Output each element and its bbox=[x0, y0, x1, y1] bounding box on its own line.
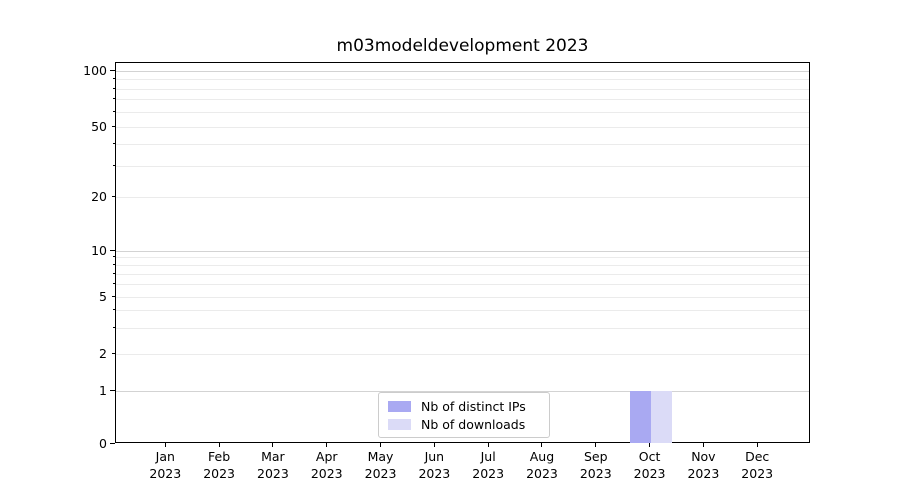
y-tick-2 bbox=[111, 352, 115, 354]
x-tick-label-may: May 2023 bbox=[364, 449, 397, 481]
legend-swatch-downloads bbox=[388, 419, 411, 430]
legend-item-downloads: Nb of downloads bbox=[388, 417, 541, 432]
y-tick-10 bbox=[110, 249, 115, 251]
x-tick-label-oct: Oct 2023 bbox=[633, 449, 666, 481]
y-tick-minor-70 bbox=[113, 98, 115, 100]
x-tick-label-jan: Jan 2023 bbox=[149, 449, 182, 481]
x-tick-label-feb: Feb 2023 bbox=[203, 449, 236, 481]
x-tick-oct bbox=[649, 443, 651, 447]
gridline-minor-y-60 bbox=[116, 111, 809, 113]
y-tick-minor-4 bbox=[113, 309, 115, 311]
y-tick-label-2: 2 bbox=[99, 345, 107, 361]
x-tick-label-nov: Nov 2023 bbox=[687, 449, 720, 481]
y-tick-1 bbox=[110, 389, 115, 391]
gridline-minor-y-70 bbox=[116, 99, 809, 101]
y-tick-minor-40 bbox=[113, 142, 115, 144]
y-tick-minor-90 bbox=[113, 78, 115, 79]
x-tick-label-sep: Sep 2023 bbox=[579, 449, 612, 481]
y-tick-0 bbox=[110, 442, 115, 444]
gridline-minor-y-2 bbox=[116, 353, 809, 355]
y-tick-label-20: 20 bbox=[91, 188, 107, 204]
y-tick-minor-80 bbox=[113, 87, 115, 89]
x-tick-sep bbox=[595, 443, 597, 447]
gridline-minor-y-5 bbox=[116, 296, 809, 298]
gridline-minor-y-4 bbox=[116, 310, 809, 312]
y-tick-minor-6 bbox=[113, 283, 115, 285]
x-tick-dec bbox=[756, 443, 758, 447]
x-tick-label-mar: Mar 2023 bbox=[257, 449, 289, 481]
legend-swatch-distinct-ips bbox=[388, 401, 411, 412]
gridline-minor-y-50 bbox=[116, 126, 809, 128]
gridline-major-y-10 bbox=[116, 250, 809, 252]
gridline-minor-y-6 bbox=[116, 284, 809, 286]
gridline-minor-y-20 bbox=[116, 196, 809, 198]
gridline-minor-y-3 bbox=[116, 328, 809, 330]
y-tick-minor-30 bbox=[113, 164, 115, 166]
x-tick-aug bbox=[541, 443, 543, 447]
x-tick-label-jul: Jul 2023 bbox=[472, 449, 505, 481]
x-tick-label-jun: Jun 2023 bbox=[418, 449, 451, 481]
y-tick-label-10: 10 bbox=[91, 242, 107, 258]
gridline-minor-y-8 bbox=[116, 265, 809, 267]
x-tick-label-apr: Apr 2023 bbox=[310, 449, 343, 481]
gridline-minor-y-80 bbox=[116, 88, 809, 90]
gridline-minor-y-30 bbox=[116, 165, 809, 167]
legend-item-distinct-ips: Nb of distinct IPs bbox=[388, 399, 541, 414]
gridline-major-y-1 bbox=[116, 390, 809, 392]
gridline-minor-y-9 bbox=[116, 257, 809, 259]
bar-distinct-ips-oct bbox=[629, 391, 651, 443]
y-tick-label-0: 0 bbox=[99, 435, 107, 451]
y-tick-100 bbox=[110, 69, 115, 71]
plot-area bbox=[115, 62, 810, 443]
x-tick-jan bbox=[164, 443, 166, 447]
x-tick-nov bbox=[702, 443, 704, 447]
gridline-minor-y-90 bbox=[116, 79, 809, 80]
x-tick-label-aug: Aug 2023 bbox=[526, 449, 558, 481]
y-tick-label-100: 100 bbox=[83, 62, 107, 78]
legend-label: Nb of downloads bbox=[421, 417, 526, 432]
legend: Nb of distinct IPs Nb of downloads bbox=[378, 392, 550, 438]
x-tick-label-dec: Dec 2023 bbox=[741, 449, 774, 481]
bar-downloads-oct bbox=[650, 391, 672, 443]
x-tick-jul bbox=[487, 443, 489, 447]
y-tick-20 bbox=[111, 195, 115, 197]
y-tick-5 bbox=[111, 295, 115, 297]
y-tick-50 bbox=[111, 125, 115, 127]
y-tick-minor-9 bbox=[113, 256, 115, 258]
gridline-minor-y-40 bbox=[116, 143, 809, 145]
y-tick-label-5: 5 bbox=[99, 288, 107, 304]
y-tick-label-50: 50 bbox=[91, 118, 107, 134]
gridline-major-y-100 bbox=[116, 70, 809, 72]
chart-title: m03modeldevelopment 2023 bbox=[336, 36, 589, 56]
y-tick-minor-8 bbox=[113, 264, 115, 266]
gridline-minor-y-7 bbox=[116, 274, 809, 276]
y-tick-label-1: 1 bbox=[99, 382, 107, 398]
x-tick-feb bbox=[218, 443, 220, 447]
y-tick-minor-7 bbox=[113, 273, 115, 275]
legend-label: Nb of distinct IPs bbox=[421, 399, 526, 414]
y-tick-minor-3 bbox=[113, 327, 115, 329]
y-tick-minor-60 bbox=[113, 110, 115, 112]
x-tick-mar bbox=[272, 443, 274, 447]
x-tick-jun bbox=[433, 443, 435, 447]
x-tick-may bbox=[380, 443, 382, 447]
x-tick-apr bbox=[326, 443, 328, 447]
